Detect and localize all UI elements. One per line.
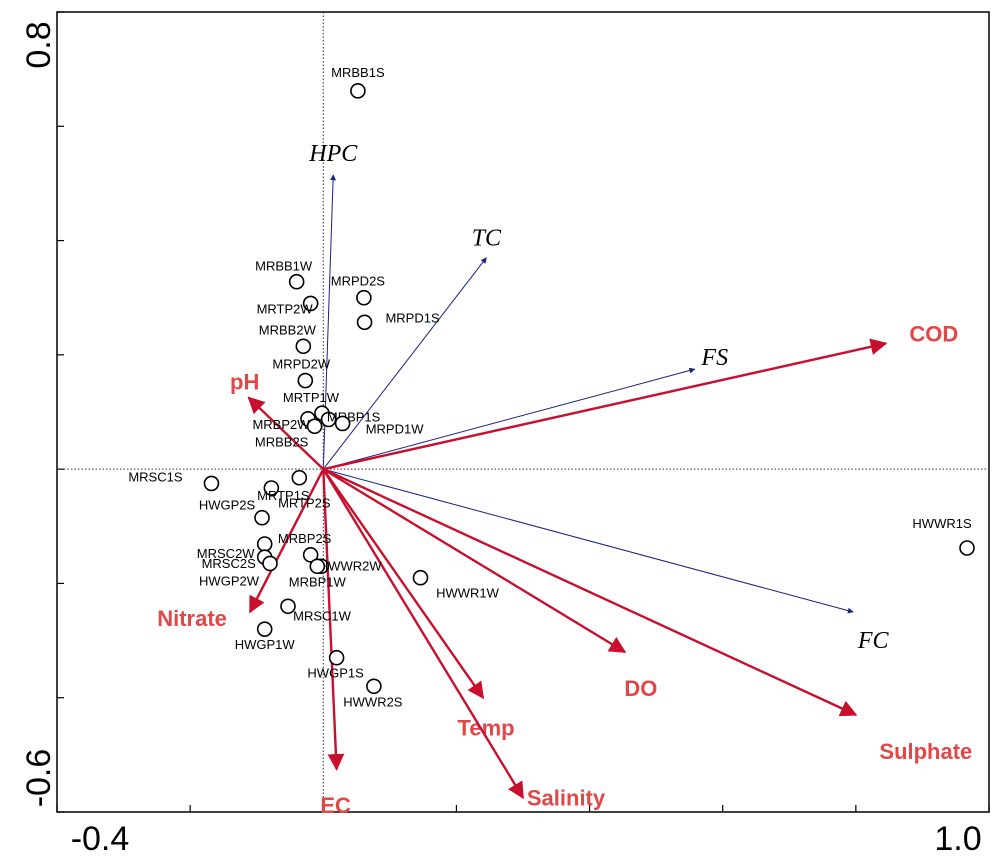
sample-point-mrbb1s <box>350 83 366 99</box>
env-label-salinity: Salinity <box>527 786 606 811</box>
sample-label-mrpd2w: MRPD2W <box>272 357 331 372</box>
sample-point-mrtp2s <box>291 469 308 486</box>
sample-point-mrbp2s <box>302 547 319 563</box>
env-arrow-sulphate <box>322 468 858 717</box>
species-label-fc: FC <box>857 628 890 654</box>
sample-label-mrbp1w: MRBP1W <box>289 574 347 589</box>
sample-label-mrtp1s: MRTP1S <box>257 488 310 503</box>
sample-label-mrtp2w: MRTP2W <box>257 301 314 316</box>
sample-label-hwwr1s: HWWR1S <box>912 516 972 531</box>
sample-point-hwwr2s <box>366 678 382 695</box>
env-arrow-salinity <box>322 468 525 800</box>
sample-point-mrtp1s <box>263 480 280 496</box>
env-arrow-ec <box>322 469 345 771</box>
env-arrow-temp <box>322 468 485 700</box>
sample-label-mrsc1s: MRSC1S <box>128 469 183 484</box>
x-tick-label-min: -0.4 <box>71 820 130 857</box>
sample-point-mrbb2s <box>306 418 323 435</box>
env-arrow-cod <box>323 338 888 471</box>
plot-frame <box>56 11 990 813</box>
x-tick-label-max: 1.0 <box>934 820 981 857</box>
sample-label-mrbb2s: MRBB2S <box>255 434 309 449</box>
y-tick-label-max: 0.8 <box>20 21 58 68</box>
env-label-do: DO <box>624 676 657 701</box>
env-label-cod: COD <box>909 321 958 346</box>
sample-point-mrbb1w <box>288 273 305 290</box>
species-label-hpc: HPC <box>308 141 358 167</box>
species-label-tc: TC <box>472 226 502 252</box>
sample-point-hwgp2w <box>262 555 278 572</box>
sample-label-mrpd1s: MRPD1S <box>385 310 440 325</box>
sample-label-mrtp1w: MRTP1W <box>283 390 340 405</box>
sample-point-mrsc1w <box>280 598 296 615</box>
env-arrow-do <box>322 468 627 654</box>
sample-label-mrpd2s: MRPD2S <box>331 274 386 289</box>
sample-point-mrsc2w <box>256 536 273 552</box>
sample-point-mrbp1w <box>309 558 326 575</box>
sample-point-mrpd2s <box>356 289 372 306</box>
tick-labels: -0.4 1.0 0.8 -0.6 <box>20 21 982 857</box>
sample-label-hwwr2s: HWWR2S <box>343 694 403 709</box>
sample-label-mrpd1w: MRPD1W <box>366 421 425 436</box>
sample-point-mrpd1s <box>356 314 373 331</box>
sample-point-mrsc1s <box>203 475 220 492</box>
sample-label-hwgp1w: HWGP1W <box>235 637 296 652</box>
sample-label-hwgp2w: HWGP2W <box>199 573 260 588</box>
sample-label-hwgp1s: HWGP1S <box>307 666 364 681</box>
env-arrow-nitrate <box>248 468 325 614</box>
species-arrow-fc <box>323 468 854 614</box>
sample-label-mrsc2w: MRSC2W <box>197 546 256 561</box>
sample-label-mrsc1w: MRSC1W <box>293 608 352 623</box>
sample-point-mrbb2w <box>295 338 312 355</box>
sample-label-mrsc2s: MRSC2S <box>202 556 257 571</box>
env-label-ec: EC <box>320 793 351 818</box>
species-arrow-fs <box>323 367 696 470</box>
sample-point-mrpd1w <box>334 415 351 432</box>
sample-points: MRBB1S MRBB1W MRTP2W MRPD2S MRPD1S MRBB2W MRPD… <box>128 65 975 709</box>
sample-label-mrbp2w: MRBP2W <box>252 417 310 432</box>
sample-label-mrbb2w: MRBB2W <box>259 322 317 337</box>
sample-label-mrbp2s: MRBP2S <box>278 531 332 546</box>
env-arrow-ph <box>247 396 325 471</box>
sample-point-hwwr1s <box>959 540 975 556</box>
y-tick-label-min: -0.6 <box>20 749 58 808</box>
species-label-fs: FS <box>700 345 728 371</box>
sample-point-mrbp1s <box>320 411 337 428</box>
sample-point-hwgp1s <box>328 649 345 666</box>
sample-label-mrbb1w: MRBB1W <box>255 259 313 274</box>
env-label-nitrate: Nitrate <box>157 606 227 631</box>
sample-label-hwwr1w: HWWR1W <box>436 586 500 601</box>
sample-label-mrtp2s: MRTP2S <box>278 496 331 511</box>
sample-label-hwwr2w: HWWR2W <box>319 558 383 573</box>
sample-point-hwgp2s <box>254 509 270 526</box>
env-label-ph: pH <box>230 370 259 395</box>
sample-label-hwgp2s: HWGP2S <box>199 498 256 513</box>
sample-label-mrbb1s: MRBB1S <box>331 65 385 80</box>
env-label-sulphate: Sulphate <box>879 739 972 764</box>
sample-point-mrpd2w <box>297 372 314 389</box>
sample-point-mrtp2w <box>302 295 319 312</box>
sample-point-hwwr1w <box>412 569 429 586</box>
sample-point-hwgp1w <box>256 621 273 637</box>
species-arrow-tc <box>322 257 487 470</box>
